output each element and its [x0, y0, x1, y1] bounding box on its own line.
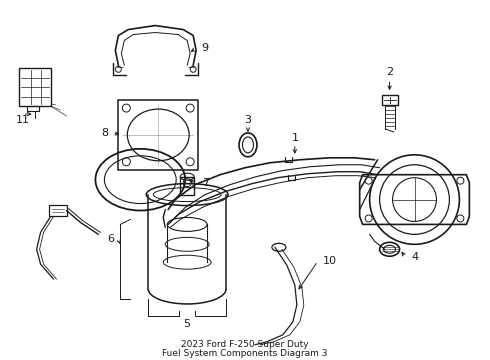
Text: 10: 10: [323, 256, 337, 266]
Text: 2023 Ford F-250 Super Duty: 2023 Ford F-250 Super Duty: [181, 340, 309, 349]
Text: 3: 3: [245, 115, 251, 125]
Bar: [49, 204, 67, 216]
Text: 1: 1: [292, 133, 298, 143]
Text: 2: 2: [386, 67, 393, 77]
Text: 11: 11: [16, 115, 29, 125]
Text: 5: 5: [184, 319, 191, 329]
Text: 9: 9: [201, 44, 209, 53]
Text: Fuel System Components Diagram 3: Fuel System Components Diagram 3: [162, 349, 328, 358]
Bar: [180, 177, 194, 195]
Text: 4: 4: [411, 252, 418, 262]
Text: 8: 8: [101, 128, 108, 138]
Bar: [19, 68, 50, 106]
Bar: [119, 100, 198, 170]
Bar: [382, 95, 397, 105]
Bar: [26, 106, 39, 111]
Text: 6: 6: [107, 234, 114, 244]
Text: 7: 7: [202, 177, 210, 188]
